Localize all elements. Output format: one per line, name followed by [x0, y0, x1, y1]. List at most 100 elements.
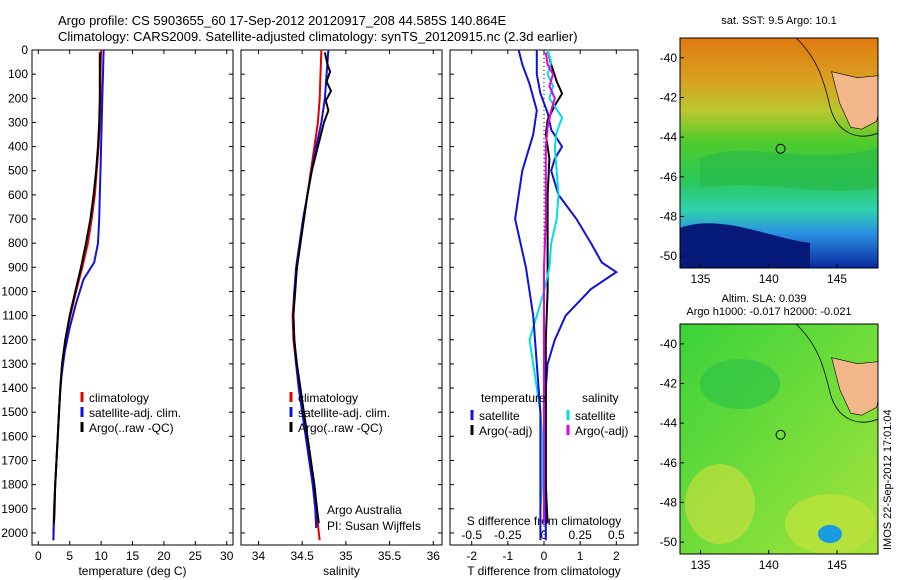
x-tick-label: 15: [126, 549, 140, 563]
series-line-2: [292, 52, 333, 524]
depth-tick-label: 200: [8, 91, 28, 105]
lat-tick-label: -44: [660, 416, 678, 430]
panel-frame: [31, 49, 234, 546]
annotation-text: PI: Susan Wijffels: [327, 519, 421, 533]
lat-tick-label: -48: [660, 495, 678, 509]
panel-salinity: 34 34.5 35 35.5 36 salinity climatologysatelli…: [240, 49, 443, 578]
figure-title-line2: Climatology: CARS2009. Satellite-adjuste…: [58, 29, 578, 44]
lon-tick-label: 145: [827, 558, 847, 572]
argo-float-marker: [775, 143, 786, 154]
x-tick-label: 10: [94, 549, 108, 563]
legend-label: satellite-adj. clim.: [89, 406, 181, 420]
x-tick-label: 35.5: [378, 549, 402, 563]
map-sla-map: -40 -42 -44 -46 -48 -50 135 140 145 Altim. SLA: 0…: [660, 293, 879, 572]
lon-tick-label: 140: [759, 558, 779, 572]
legend-label: Argo(-adj): [575, 424, 628, 438]
depth-tick-label: 700: [8, 212, 28, 226]
depth-tick-label: 1400: [1, 381, 28, 395]
legend-label: satellite: [479, 409, 520, 423]
annotation-text: Argo Australia: [327, 503, 402, 517]
depth-tick-label: 100: [8, 67, 28, 81]
lat-tick-label: -50: [660, 535, 678, 549]
depth-tick-label: 600: [8, 188, 28, 202]
shelf-contour: [795, 324, 878, 423]
depth-tick-label: 0: [21, 43, 28, 57]
s-tick-label: -0.5: [461, 528, 482, 542]
x-tick-label: 0: [35, 549, 42, 563]
tasmania-landmass: [831, 357, 878, 416]
figure-title-line1: Argo profile: CS 5903655_60 17-Sep-2012 …: [58, 13, 507, 28]
lat-tick-label: -46: [660, 170, 678, 184]
lon-tick-label: 140: [759, 272, 779, 286]
x-tick-label: 5: [66, 549, 73, 563]
deep-blue-patch: [680, 223, 810, 268]
depth-tick-label: 500: [8, 164, 28, 178]
depth-tick-label: 1100: [2, 309, 28, 323]
s-tick-label: 0.5: [608, 528, 625, 542]
lon-tick-label: 135: [690, 272, 710, 286]
sla-patch: [818, 525, 842, 543]
depth-tick-label: 400: [8, 140, 28, 154]
legend-label: Argo(..raw -QC): [298, 421, 383, 435]
s-tick-label: 0: [541, 528, 548, 542]
panel-temperature: 0100200300400500600700800900100011001200…: [1, 43, 233, 578]
legend-label: Argo(-adj): [479, 424, 532, 438]
argo-float-marker: [775, 429, 786, 440]
panel-frame: [240, 49, 443, 546]
x-tick-label: 34: [252, 549, 266, 563]
series-line-1: [544, 49, 564, 524]
x-tick-label: 2: [613, 549, 620, 563]
lat-tick-label: -44: [660, 130, 678, 144]
depth-tick-label: 1200: [1, 333, 28, 347]
x-axis-label: salinity: [323, 564, 360, 578]
x-tick-label: 20: [157, 549, 171, 563]
legend-label: climatology: [298, 391, 358, 405]
depth-tick-label: 800: [8, 236, 28, 250]
sla-patch: [700, 359, 780, 409]
map-title: sat. SST: 9.5 Argo: 10.1: [721, 15, 837, 27]
legend-label: Argo(..raw -QC): [89, 421, 174, 435]
depth-tick-label: 1300: [1, 357, 28, 371]
map-frame: [679, 37, 879, 269]
imos-timestamp: IMOS 22-Sep-2012 17:01:04: [882, 409, 894, 550]
series-line-2: [53, 52, 101, 524]
map-field: [680, 38, 878, 268]
shelf-contour: [795, 38, 878, 137]
x-axis-label: temperature (deg C): [78, 564, 186, 578]
depth-tick-label: 1900: [1, 502, 28, 516]
depth-tick-label: 1500: [1, 405, 28, 419]
lat-tick-label: -46: [660, 456, 678, 470]
x-tick-label: 0: [541, 549, 548, 563]
lat-tick-label: -40: [660, 51, 678, 65]
map-frame: [679, 323, 879, 555]
x-tick-label: 36: [427, 549, 441, 563]
legend-label: satellite-adj. clim.: [298, 406, 390, 420]
depth-tick-label: 300: [8, 115, 28, 129]
series-line-3: [543, 52, 556, 524]
lat-tick-label: -48: [660, 209, 678, 223]
series-line-4: [514, 49, 542, 541]
depth-tick-label: 2000: [1, 526, 28, 540]
x-tick-label: 25: [189, 549, 203, 563]
x-tick-label: -1: [503, 549, 514, 563]
green-band: [700, 148, 878, 191]
depth-tick-label: 1700: [1, 453, 28, 467]
s-tick-label: 0.25: [568, 528, 592, 542]
lon-tick-label: 135: [690, 558, 710, 572]
map-subtitle: Argo h1000: -0.017 h2000: -0.021: [686, 306, 851, 318]
depth-tick-label: 1000: [1, 284, 28, 298]
lat-tick-label: -42: [660, 376, 678, 390]
x-tick-label: -2: [466, 549, 477, 563]
legend-title: salinity: [582, 391, 619, 405]
lon-tick-label: 145: [827, 272, 847, 286]
sla-patch: [685, 464, 755, 544]
legend-title: temperature: [481, 391, 546, 405]
lat-tick-label: -50: [660, 249, 678, 263]
depth-tick-label: 1800: [1, 478, 28, 492]
x-tick-label: 34.5: [290, 549, 314, 563]
x-tick-label: 35: [339, 549, 353, 563]
map-sst-map: -40 -42 -44 -46 -48 -50 135 140 145 sat. SST: 9.5…: [660, 15, 879, 286]
tasmania-landmass: [831, 71, 878, 130]
